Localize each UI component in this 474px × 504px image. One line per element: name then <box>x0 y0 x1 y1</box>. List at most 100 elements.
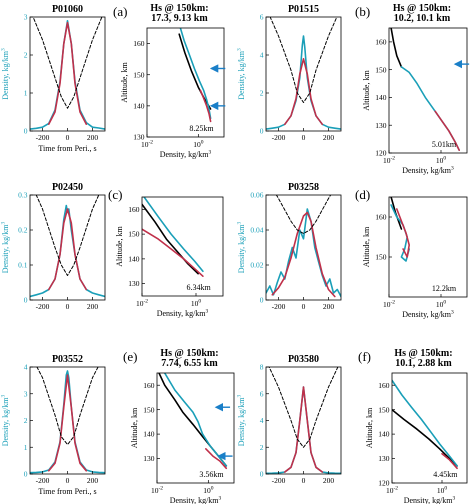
panel-letter: (f) <box>358 349 371 364</box>
series-line-2 <box>434 110 461 151</box>
x-tick-exponent: 0 <box>443 156 446 162</box>
panel-e: 130 140 150 160 10-2 100 (e) Hs @ 150km:7.74, 6… <box>123 348 235 504</box>
series-line-1 <box>390 204 411 262</box>
series-line-2 <box>441 452 458 470</box>
x-axis-label-exponent: 3 <box>453 496 456 502</box>
panel-title: P03258 <box>288 182 319 193</box>
x-tick-exponent: -2 <box>148 140 153 146</box>
series-line-0 <box>30 370 105 474</box>
x-tick-label: 10-2 <box>383 300 395 310</box>
x-tick-label: 200 <box>323 302 335 311</box>
y-axis-label: Altitude, km <box>120 62 129 103</box>
plot-frame <box>265 366 342 475</box>
scale-height-label: Hs @ 150km: <box>394 348 452 359</box>
y-tick-label: 1 <box>24 89 28 98</box>
panel-title: P01515 <box>288 4 319 15</box>
y-axis-label-exponent: 3 <box>237 394 243 397</box>
panel-b: 120 130 140 150 160 10-2 100 (b) Hs @ 150km:10.2… <box>355 3 470 175</box>
y-tick-label: 0 <box>24 296 28 305</box>
y-tick-label: 2 <box>24 416 28 425</box>
x-tick-label: -200 <box>272 302 286 311</box>
series-line-0 <box>266 386 341 474</box>
series-group <box>30 195 105 298</box>
x-tick-label: 0 <box>66 476 70 485</box>
panel-P01515: 0 2 4 6 -200 0 200 P01515 Density, kg/km3 <box>237 4 342 142</box>
y-tick-label: 150 <box>378 405 390 414</box>
series-line-0 <box>142 203 199 275</box>
y-tick-label: 130 <box>128 279 140 288</box>
y-axis-label: Density, kg/km3 <box>237 48 247 100</box>
y-tick-label: 160 <box>133 39 145 48</box>
series-group <box>158 373 228 470</box>
y-tick-label: 0 <box>260 127 264 136</box>
y-axis-label: Density, kg/km3 <box>237 394 247 446</box>
scale-height-label: 10.2, 10.1 km <box>394 13 451 24</box>
x-axis-label: Density, kg/km3 <box>404 496 456 504</box>
plot-frame <box>388 196 468 298</box>
series-line-1 <box>271 211 336 298</box>
scale-height-annotation: 5.01km <box>432 140 457 149</box>
x-tick-label: 100 <box>191 299 202 309</box>
x-tick-label: 10-2 <box>383 156 395 166</box>
y-tick-label: 2 <box>260 89 264 98</box>
series-line-1 <box>47 208 88 291</box>
y-tick-label: 140 <box>375 93 387 102</box>
plot-frame <box>29 366 106 475</box>
series-line-0 <box>390 197 403 230</box>
x-tick-label: 0 <box>302 133 306 142</box>
panel-P03552: 0 1 2 3 4 -200 0 200 P03552 Time from Peri., s Den… <box>1 354 106 496</box>
x-tick-exponent: 0 <box>211 486 214 492</box>
y-tick-label: 0 <box>260 296 264 305</box>
series-group <box>30 367 105 474</box>
y-tick-label: 140 <box>133 101 145 110</box>
scale-height-label: 10.1, 2.88 km <box>395 358 452 369</box>
y-axis-label-exponent: 3 <box>1 48 7 51</box>
y-tick-label: 150 <box>375 253 387 262</box>
panel-a: 130 140 150 160 10-2 100 (a) Hs @ 150km:17.3, 9… <box>113 3 226 159</box>
y-axis-label: Altitude, km <box>115 226 124 267</box>
series-line-1 <box>400 66 461 151</box>
series-line-1 <box>47 21 88 125</box>
series-line-0 <box>178 33 212 110</box>
series-line-2 <box>395 208 411 258</box>
x-tick-label: 10-2 <box>136 299 148 309</box>
y-tick-label: 0.02 <box>250 261 263 270</box>
y-axis-label-exponent: 3 <box>1 394 7 397</box>
x-axis-label-exponent: 3 <box>206 309 209 315</box>
series-group <box>30 17 105 130</box>
y-tick-label: 2 <box>260 443 264 452</box>
y-tick-label: 160 <box>128 205 140 214</box>
y-axis-label: Density, kg/km3 <box>1 48 11 100</box>
x-tick-label: 10-2 <box>386 486 398 496</box>
series-line-2 <box>268 367 339 448</box>
y-tick-label: 2 <box>24 51 28 60</box>
series-line-1 <box>143 197 204 273</box>
y-tick-label: 120 <box>375 149 387 158</box>
series-group <box>390 197 411 262</box>
x-axis-label: Time from Peri., s <box>38 487 96 496</box>
y-tick-label: 120 <box>378 479 390 488</box>
y-tick-label: 0.06 <box>250 191 263 200</box>
plot-frame <box>141 196 224 297</box>
x-tick-label: -200 <box>272 476 286 485</box>
series-line-2 <box>199 89 212 123</box>
y-axis-label: Density, kg/km3 <box>237 221 247 273</box>
scale-height-label: Hs @ 150km: <box>393 3 451 14</box>
y-tick-label: 140 <box>128 254 140 263</box>
x-axis-label: Density, kg/km3 <box>402 310 454 320</box>
series-line-2 <box>36 367 99 446</box>
y-tick-label: 6 <box>260 13 264 22</box>
panel-P01060: 0 1 2 3 -200 0 200 P01060 Time from Peri., s Dens… <box>1 4 106 153</box>
x-tick-exponent: -2 <box>390 300 395 306</box>
x-tick-label: 0 <box>302 302 306 311</box>
y-tick-label: 0.2 <box>18 226 28 235</box>
x-tick-label: 100 <box>437 486 448 496</box>
x-axis-label: Time from Peri., s <box>38 144 96 153</box>
series-line-1 <box>163 373 228 467</box>
x-tick-label: 0 <box>302 476 306 485</box>
y-tick-label: 150 <box>133 70 145 79</box>
series-line-2 <box>205 447 228 470</box>
series-group <box>392 379 458 470</box>
y-axis-label-exponent: 3 <box>237 221 243 224</box>
series-line-1 <box>179 28 212 120</box>
